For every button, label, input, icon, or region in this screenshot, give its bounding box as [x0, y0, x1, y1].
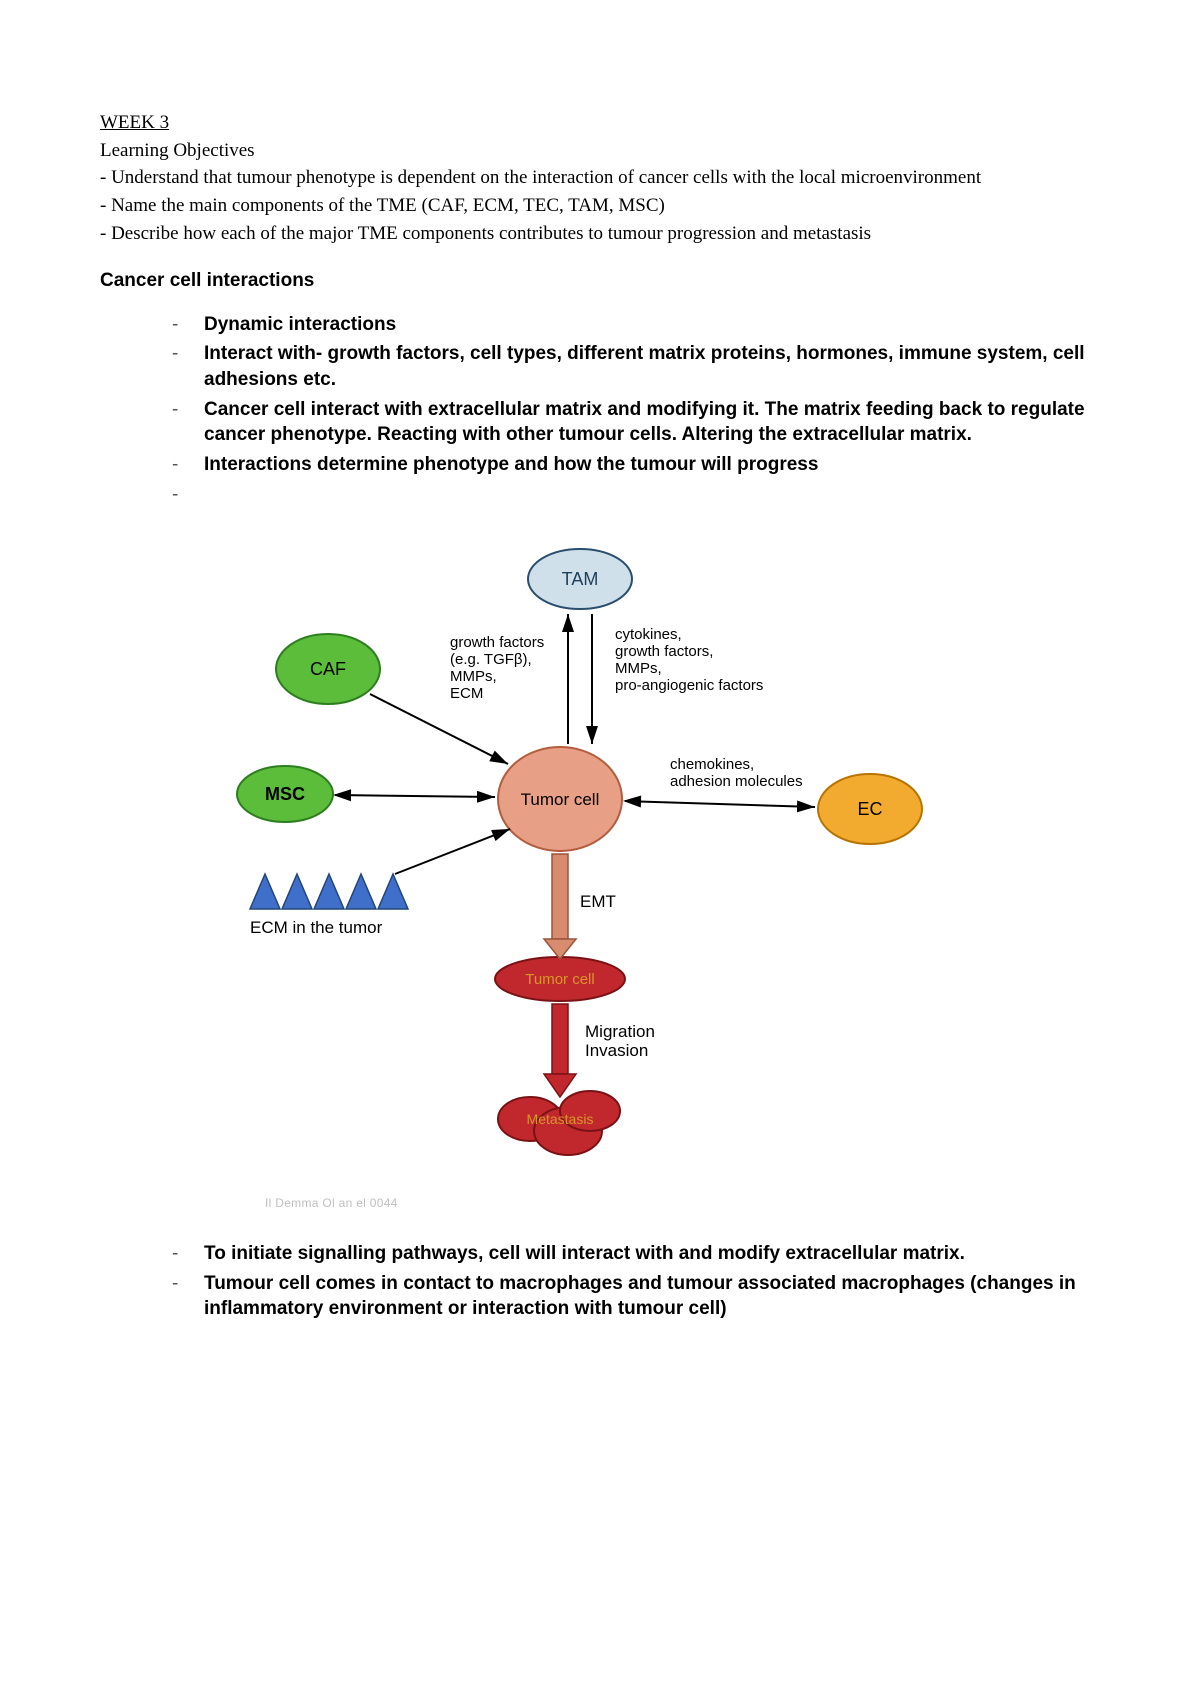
week-title: WEEK 3 — [100, 110, 1100, 136]
annotation-tam: cytokines, growth factors, MMPs, pro-ang… — [615, 626, 763, 694]
node-metastasis-label: Metastasis — [527, 1111, 594, 1127]
bullet-list-bottom: -To initiate signalling pathways, cell w… — [100, 1241, 1100, 1322]
tme-diagram: TAM CAF MSC Tumor cell EC ECM in the tum… — [160, 519, 1100, 1187]
edge-msc-tumor — [335, 795, 495, 797]
diagram-citation: Il Demma Ol an el 0044 — [265, 1195, 1100, 1211]
diagram-svg: TAM CAF MSC Tumor cell EC ECM in the tum… — [160, 519, 980, 1179]
annotation-caf: growth factors (e.g. TGFβ), MMPs, ECM — [450, 634, 548, 702]
annotation-migration: Migration Invasion — [585, 1022, 660, 1060]
annotation-ec: chemokines, adhesion molecules — [670, 756, 803, 790]
bullet-list-top: -Dynamic interactions -Interact with- gr… — [100, 312, 1100, 507]
edge-migration — [544, 1004, 576, 1097]
node-ecm — [250, 874, 408, 909]
list-item: - — [172, 482, 1100, 508]
edge-ecm-tumor — [395, 829, 510, 874]
list-item: -Cancer cell interact with extracellular… — [172, 397, 1100, 448]
node-tumor2-label: Tumor cell — [525, 971, 594, 988]
lo-item: - Describe how each of the major TME com… — [100, 221, 1100, 247]
list-item: -Interactions determine phenotype and ho… — [172, 452, 1100, 478]
node-msc-label: MSC — [265, 784, 305, 804]
edge-emt — [544, 854, 576, 959]
edge-caf-tumor — [370, 694, 508, 764]
edge-tumor-ec — [625, 801, 815, 807]
node-caf-label: CAF — [310, 659, 346, 679]
learning-objectives-heading: Learning Objectives — [100, 138, 1100, 164]
list-item: -Interact with- growth factors, cell typ… — [172, 341, 1100, 392]
lo-item: - Name the main components of the TME (C… — [100, 193, 1100, 219]
lo-item: - Understand that tumour phenotype is de… — [100, 165, 1100, 191]
list-item: -Tumour cell comes in contact to macroph… — [172, 1271, 1100, 1322]
list-item: -To initiate signalling pathways, cell w… — [172, 1241, 1100, 1267]
node-ec-label: EC — [857, 799, 882, 819]
section-heading: Cancer cell interactions — [100, 268, 1100, 294]
list-item: -Dynamic interactions — [172, 312, 1100, 338]
node-tam-label: TAM — [562, 569, 599, 589]
node-tumor-label: Tumor cell — [521, 790, 600, 809]
annotation-emt: EMT — [580, 892, 616, 911]
node-ecm-label: ECM in the tumor — [250, 918, 383, 937]
